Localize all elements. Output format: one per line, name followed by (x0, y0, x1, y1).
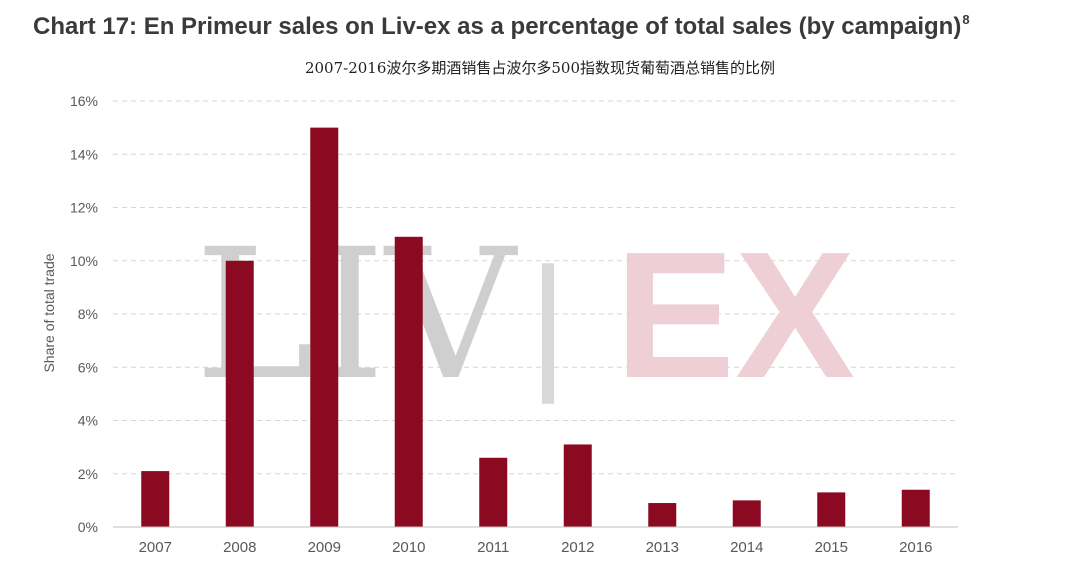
bar-series (141, 127, 930, 527)
x-tick-label: 2012 (561, 539, 594, 556)
bar-2007 (141, 471, 170, 527)
x-tick-label: 2011 (477, 539, 509, 556)
bar-2011 (479, 457, 508, 527)
liv-ex-watermark: LIV | EX (195, 211, 855, 420)
x-tick-label: 2015 (815, 539, 848, 556)
x-tick-label: 2014 (730, 539, 763, 556)
watermark-separator: | (529, 236, 568, 404)
y-axis-label: Share of total trade (41, 253, 57, 372)
x-tick-label: 2008 (223, 539, 256, 556)
bar-2013 (648, 503, 677, 527)
bar-2010 (394, 236, 423, 527)
bar-2014 (732, 500, 761, 527)
x-tick-label: 2016 (899, 539, 932, 556)
x-tick-label: 2009 (308, 539, 341, 556)
y-tick-label: 16% (70, 93, 98, 109)
watermark-ex: EX (615, 215, 855, 416)
y-tick-label: 6% (78, 359, 98, 375)
y-tick-label: 14% (70, 146, 98, 162)
bar-2012 (563, 444, 592, 527)
bar-2015 (817, 492, 846, 527)
chart-subtitle: 2007-2016波尔多期酒销售占波尔多500指数现货葡萄酒总销售的比例 (304, 59, 776, 77)
y-tick-label: 0% (78, 519, 98, 535)
chart-title: Chart 17: En Primeur sales on Liv-ex as … (33, 12, 970, 40)
x-tick-label: 2010 (392, 539, 425, 556)
y-tick-label: 4% (78, 413, 98, 429)
y-tick-label: 8% (78, 306, 98, 322)
x-tick-label: 2013 (646, 539, 679, 556)
gridlines (113, 100, 958, 475)
x-tick-label: 2007 (139, 539, 172, 556)
footnote-marker: 8 (962, 12, 970, 27)
bar-2016 (901, 489, 930, 527)
x-axis-tick-labels: 2007 2008 2009 2010 2011 2012 2013 2014 2015 2016 (139, 539, 933, 556)
y-tick-label: 2% (78, 466, 98, 482)
bar-2009 (310, 127, 339, 527)
y-axis-tick-labels: 0% 2% 4% 6% 8% 10% 12% 14% 16% (70, 93, 98, 535)
y-tick-label: 12% (70, 200, 98, 216)
y-tick-label: 10% (70, 253, 98, 269)
bar-2008 (225, 260, 254, 527)
